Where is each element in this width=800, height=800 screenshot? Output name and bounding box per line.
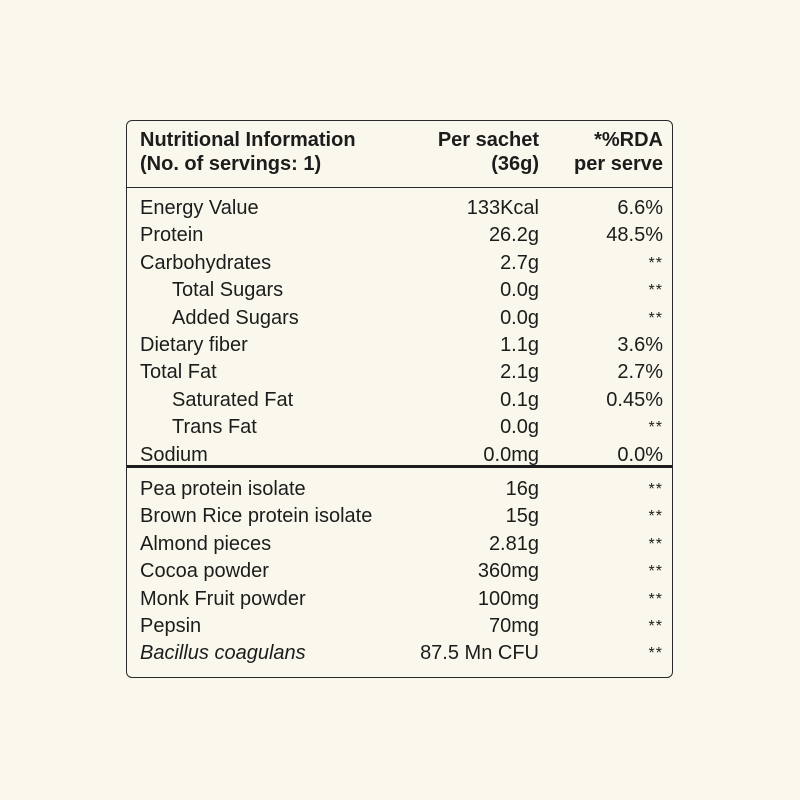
row-rda: 0.45%: [606, 388, 663, 411]
header-title: Nutritional Information: [140, 129, 356, 151]
table-row: Carbohydrates 2.7g **: [127, 250, 672, 277]
table-row: Total Fat 2.1g 2.7%: [127, 359, 672, 386]
table-row: Protein 26.2g 48.5%: [127, 222, 672, 249]
row-name: Pepsin: [140, 614, 202, 637]
row-value: 15g: [505, 505, 539, 528]
header-nutritional-information: Nutritional Information (No. of servings…: [140, 128, 356, 176]
row-rda: 48.5%: [606, 224, 663, 247]
table-row: Trans Fat 0.0g **: [127, 414, 672, 441]
table-row: Bacillus coagulans 87.5 Mn CFU **: [127, 640, 672, 667]
table-row: Saturated Fat 0.1g 0.45%: [127, 387, 672, 414]
row-value: 100mg: [477, 587, 539, 610]
row-value: 133Kcal: [466, 197, 539, 219]
header-rda: *%RDA per serve: [574, 128, 663, 176]
row-value: 26.2g: [488, 224, 539, 247]
table-row: Added Sugars 0.0g **: [127, 305, 672, 332]
row-rda: **: [648, 563, 663, 581]
row-name: Total Fat: [140, 361, 217, 384]
table-row: Pepsin 70mg **: [127, 613, 672, 640]
row-rda: **: [648, 617, 663, 635]
row-name: Pea protein isolate: [140, 478, 306, 500]
table-row: Sodium 0.0mg 0.0%: [127, 442, 672, 469]
row-name: Saturated Fat: [172, 388, 294, 411]
row-value: 2.7g: [500, 251, 539, 274]
row-rda: **: [648, 645, 663, 663]
row-value: 0.0g: [500, 279, 539, 302]
row-value: 16g: [505, 478, 539, 500]
table-row: Monk Fruit powder 100mg **: [127, 586, 672, 613]
row-rda: **: [648, 481, 663, 498]
row-name: Carbohydrates: [140, 251, 272, 274]
row-rda: 6.6%: [617, 197, 663, 219]
row-name: Cocoa powder: [140, 560, 269, 583]
row-value: 2.1g: [500, 361, 539, 384]
nutrients-section: Energy Value 133Kcal 6.6% Protein 26.2g 48.5%…: [127, 188, 672, 466]
row-name: Protein: [140, 224, 204, 247]
row-rda: 2.7%: [617, 361, 663, 384]
table-row: Cocoa powder 360mg **: [127, 558, 672, 585]
row-rda: **: [648, 254, 663, 272]
table-row: Almond pieces 2.81g **: [127, 531, 672, 558]
row-name: Brown Rice protein isolate: [140, 505, 373, 528]
row-rda: **: [648, 508, 663, 526]
row-rda: **: [648, 590, 663, 608]
header-per-sachet: Per sachet (36g): [438, 128, 539, 176]
nutrition-table: Nutritional Information (No. of servings…: [126, 120, 673, 678]
row-name: Total Sugars: [172, 279, 284, 302]
ingredients-section: Pea protein isolate 16g ** Brown Rice prote…: [127, 468, 672, 668]
row-value: 2.81g: [488, 532, 539, 555]
header-rda-per-serve: per serve: [574, 153, 663, 175]
header-servings: (No. of servings: 1): [140, 153, 322, 175]
header-sachet-weight: (36g): [491, 153, 539, 175]
row-value: 360mg: [477, 560, 539, 583]
table-row: Total Sugars 0.0g **: [127, 277, 672, 304]
row-value: 0.0mg: [483, 443, 539, 466]
row-rda: **: [648, 419, 663, 437]
row-value: 1.1g: [500, 333, 539, 356]
row-rda: 3.6%: [617, 333, 663, 356]
row-value: 0.1g: [500, 388, 539, 411]
row-rda: **: [648, 309, 663, 327]
table-row: Dietary fiber 1.1g 3.6%: [127, 332, 672, 359]
table-row: Brown Rice protein isolate 15g **: [127, 503, 672, 530]
row-value: 0.0g: [500, 306, 539, 329]
row-rda: 0.0%: [617, 443, 663, 466]
row-value: 87.5 Mn CFU: [420, 642, 539, 665]
row-name: Added Sugars: [172, 306, 299, 329]
row-name: Sodium: [140, 443, 208, 466]
row-name: Trans Fat: [172, 416, 257, 439]
row-name: Energy Value: [140, 197, 259, 219]
row-name: Dietary fiber: [140, 333, 248, 356]
table-row: Energy Value 133Kcal 6.6%: [127, 195, 672, 222]
table-row: Pea protein isolate 16g **: [127, 476, 672, 503]
row-value: 70mg: [488, 614, 539, 637]
section-divider: [127, 465, 672, 468]
row-name: Almond pieces: [140, 532, 272, 555]
row-name: Monk Fruit powder: [140, 587, 306, 610]
table-header: Nutritional Information (No. of servings…: [127, 121, 672, 188]
header-rda-label: *%RDA: [594, 129, 663, 151]
row-rda: **: [648, 282, 663, 300]
row-rda: **: [648, 535, 663, 553]
row-name: Bacillus coagulans: [140, 642, 306, 665]
header-per-sachet-label: Per sachet: [437, 129, 539, 151]
row-value: 0.0g: [500, 416, 539, 439]
